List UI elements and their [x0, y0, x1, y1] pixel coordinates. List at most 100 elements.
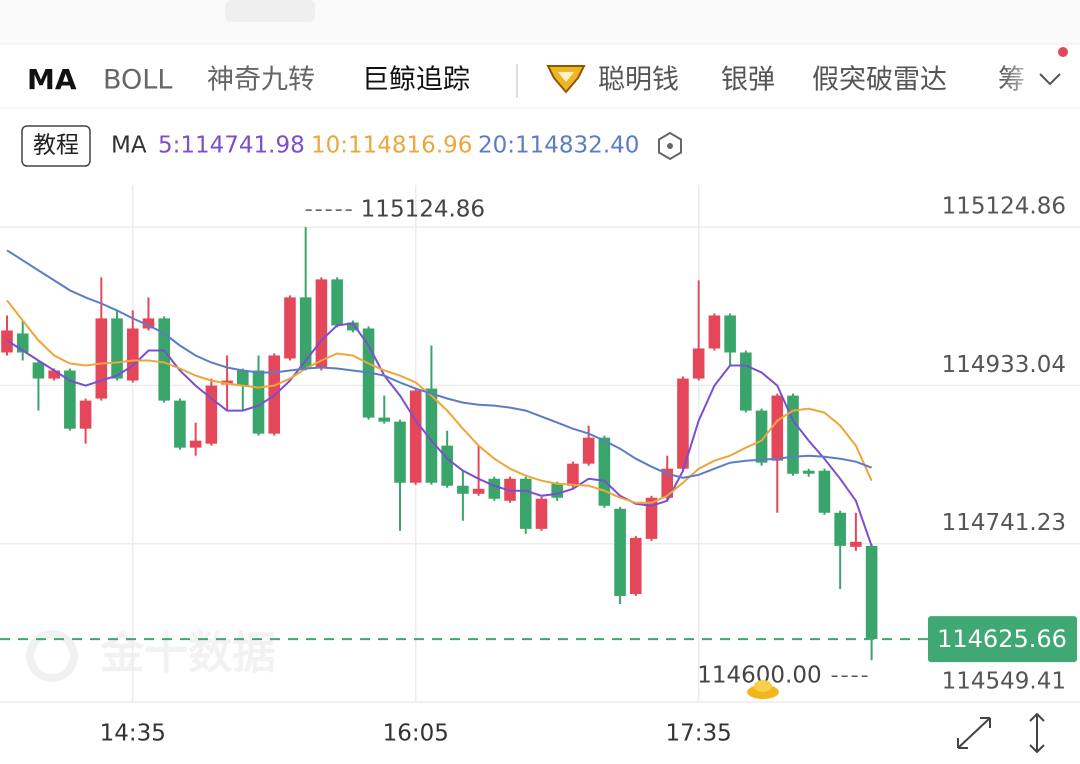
ma-line — [6, 249, 872, 479]
legend-entry: 20:114832.40 — [478, 133, 639, 159]
candle — [535, 496, 548, 531]
candle — [740, 350, 752, 413]
candle — [630, 535, 642, 596]
candle-body — [347, 322, 359, 331]
candle-body — [771, 395, 784, 461]
tab[interactable]: 巨鲸追踪 — [362, 65, 470, 96]
annotation-label: 115124.86 — [361, 197, 485, 223]
candle-body — [331, 279, 343, 326]
candle — [378, 395, 391, 424]
candle-body — [284, 297, 296, 359]
candle-body — [677, 378, 689, 469]
top-toolbar — [0, 0, 1080, 44]
notice-dot — [1058, 47, 1068, 57]
tool-tab[interactable]: 聪明钱 — [598, 65, 679, 96]
candle-body — [551, 483, 563, 498]
candle — [818, 468, 831, 515]
candle-body — [834, 512, 846, 546]
tab[interactable]: BOLL — [103, 65, 172, 96]
tab[interactable]: 神奇九转 — [207, 65, 315, 96]
indicator-label: MA — [111, 133, 147, 159]
candle-body — [252, 370, 265, 434]
active-period-pill — [225, 0, 315, 22]
candle-body — [158, 318, 170, 401]
candle-body — [472, 488, 485, 494]
candle — [567, 461, 579, 488]
candle-body — [457, 485, 469, 494]
watermark: 金十数据 — [26, 628, 276, 682]
y-tick-label: 114549.41 — [942, 669, 1066, 695]
tool-tab[interactable]: 假突破雷达 — [812, 65, 947, 96]
candle — [692, 280, 705, 381]
fullscreen-icon[interactable] — [957, 717, 991, 749]
x-tick-label: 17:35 — [666, 721, 732, 747]
tool-tab[interactable]: 银弹 — [721, 65, 775, 96]
candle-body — [787, 395, 799, 474]
candle — [252, 355, 265, 436]
settings-icon[interactable] — [658, 131, 682, 161]
candle-body — [645, 497, 658, 539]
tutorial-button[interactable] — [21, 125, 91, 167]
last-price-label: 114625.66 — [937, 625, 1067, 653]
candle — [237, 368, 249, 411]
candle — [284, 295, 296, 361]
y-tick-label: 115124.86 — [942, 194, 1066, 220]
candle-body — [661, 468, 674, 498]
candle-body — [16, 333, 29, 353]
candle-body — [708, 315, 721, 349]
legend-entry: 10:114816.96 — [311, 133, 472, 159]
candle — [488, 476, 501, 501]
candle — [409, 388, 422, 485]
candle-body — [189, 440, 202, 448]
candle-body — [441, 445, 453, 486]
candle-body — [488, 478, 501, 499]
candle-body — [409, 390, 422, 483]
y-tick-label: 114741.23 — [942, 510, 1066, 536]
candle-body — [519, 478, 532, 529]
candle-body — [740, 352, 752, 411]
tab-more-chevron[interactable] — [1039, 73, 1061, 86]
candle-body — [598, 437, 611, 506]
candle-body — [32, 362, 45, 379]
candle — [724, 313, 736, 366]
candle — [582, 425, 595, 466]
candle — [32, 360, 45, 411]
tab-fade — [1000, 58, 1080, 104]
candle — [457, 470, 469, 521]
candle — [850, 512, 862, 551]
candle-body — [567, 463, 579, 486]
x-tick-label: 16:05 — [383, 721, 449, 747]
vertical-scale-icon[interactable] — [1029, 712, 1045, 754]
tutorial-button-label[interactable]: 教程 — [33, 133, 79, 159]
candle — [598, 435, 611, 508]
candle — [519, 476, 532, 534]
candle-body — [535, 498, 548, 529]
candle — [1, 315, 13, 356]
x-tick-label: 14:35 — [100, 721, 166, 747]
candle-body — [865, 545, 878, 640]
candle-body — [724, 315, 736, 353]
candle — [126, 310, 139, 383]
candle-body — [378, 417, 391, 422]
candle — [315, 277, 328, 371]
watermark-text: 金十数据 — [99, 628, 276, 679]
candle — [708, 313, 721, 351]
candle-body — [174, 400, 186, 448]
candle — [16, 320, 29, 361]
candle-body — [630, 537, 642, 594]
candle — [834, 510, 846, 589]
candle-body — [818, 470, 831, 513]
last-price-box — [928, 616, 1077, 663]
tab-active[interactable]: MA — [27, 63, 77, 96]
candle — [425, 345, 438, 485]
candle — [865, 543, 878, 661]
candle-body — [692, 348, 705, 379]
ma-line — [6, 299, 873, 504]
candle-body — [64, 370, 76, 429]
candle-body — [205, 385, 218, 444]
candle-body — [315, 279, 328, 369]
candle — [614, 506, 626, 604]
candle — [802, 468, 815, 477]
